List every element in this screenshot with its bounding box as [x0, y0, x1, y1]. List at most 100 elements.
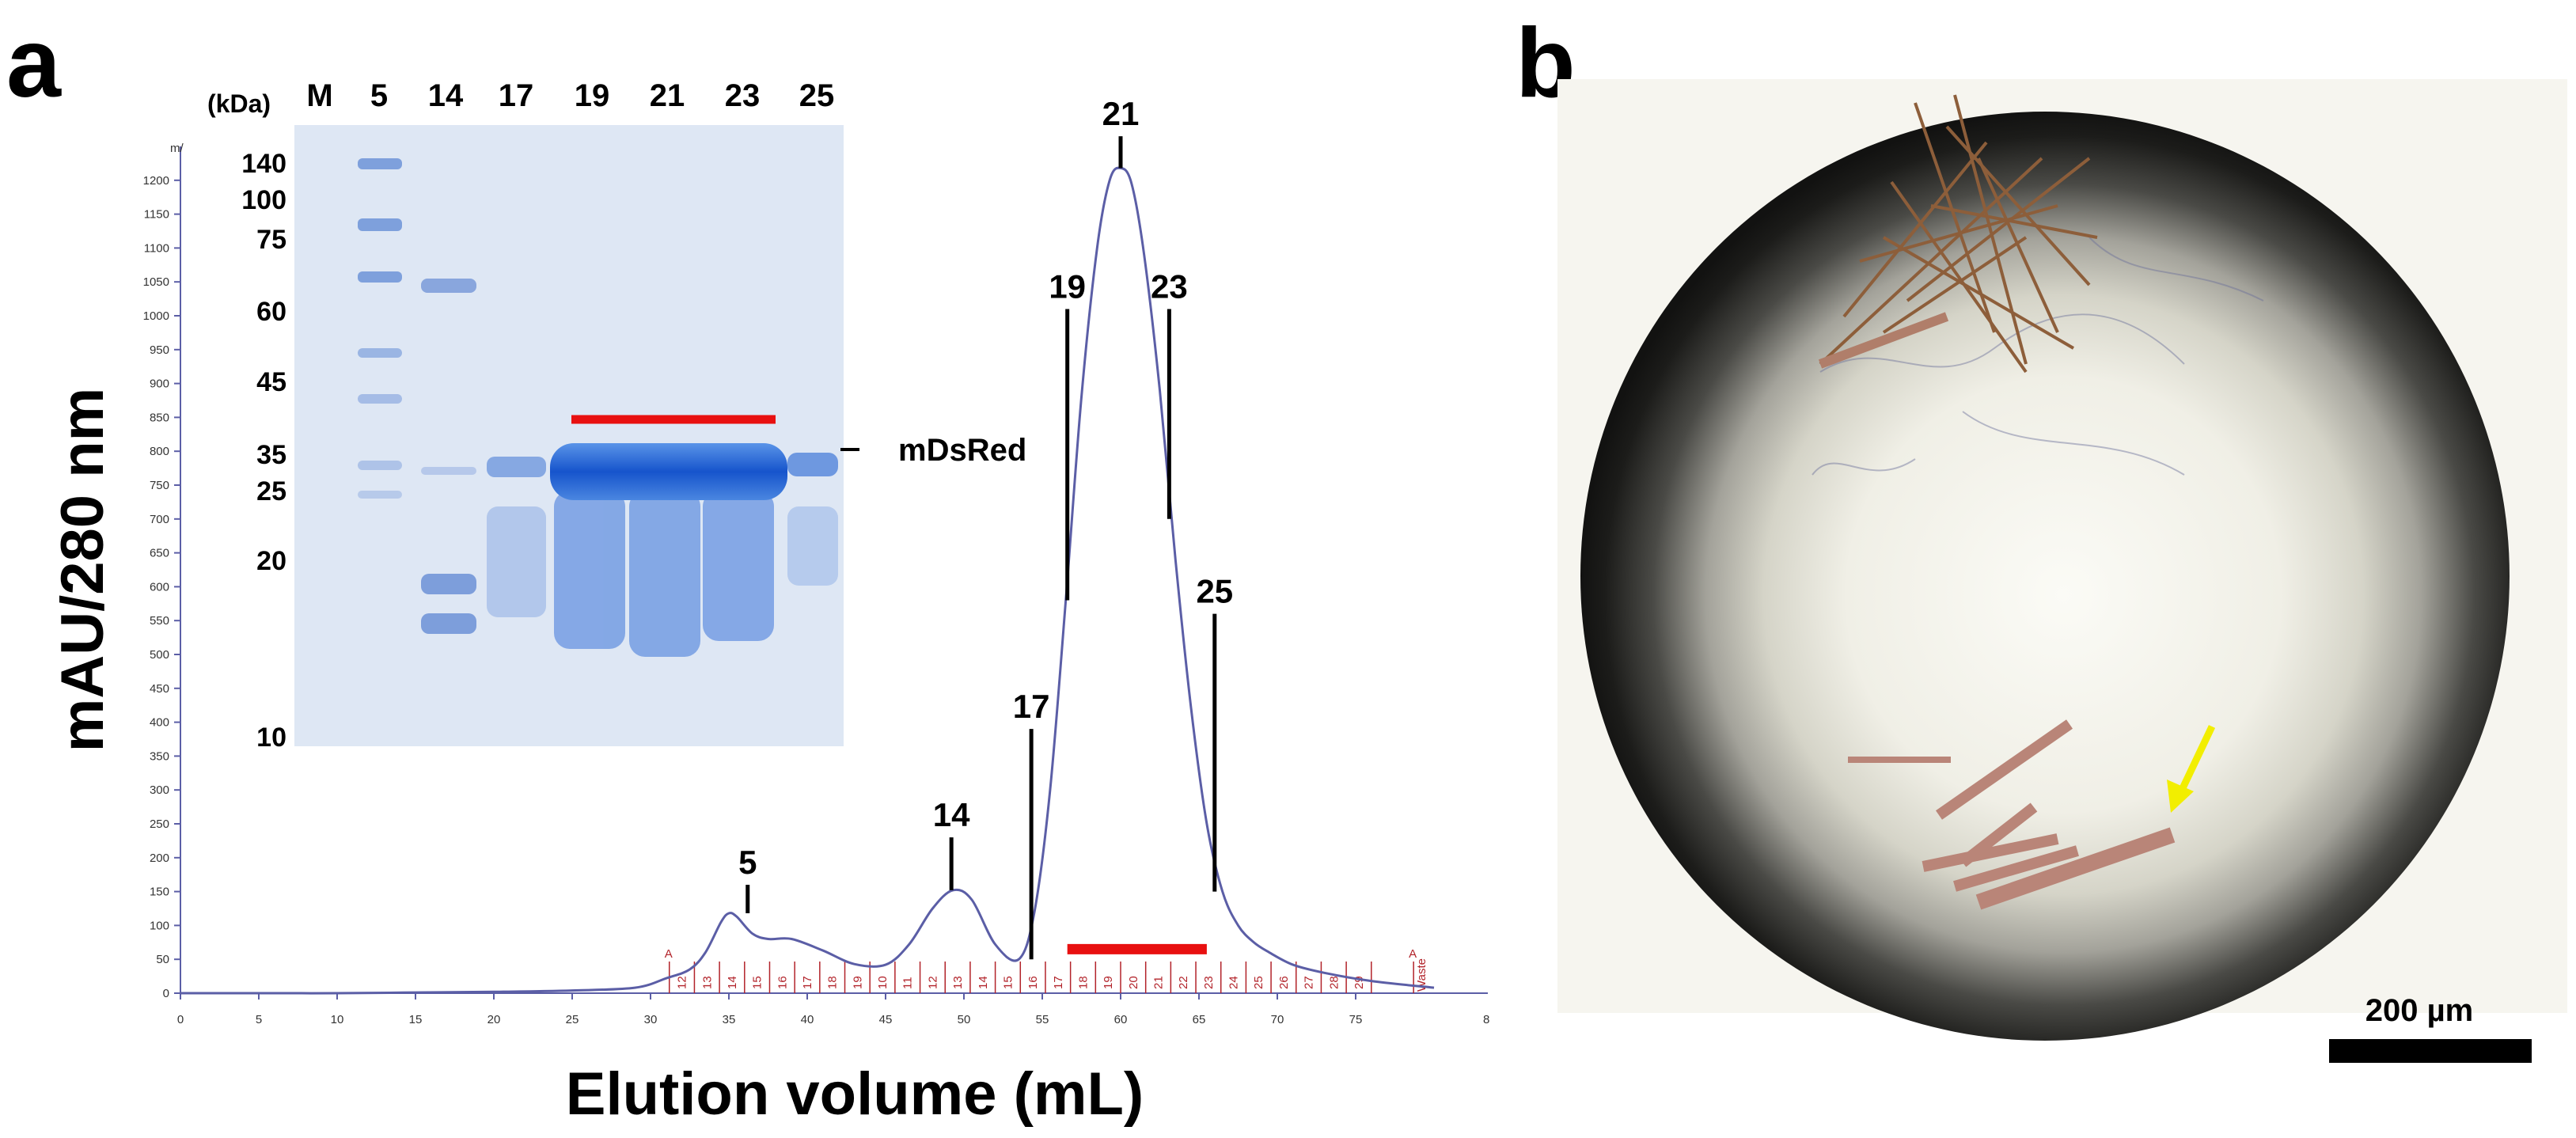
fraction-end-marker: A [1409, 947, 1417, 961]
y-tick-label: 100 [150, 919, 169, 932]
fraction-label: 17 [1052, 976, 1065, 989]
x-tick-label: 15 [409, 1013, 423, 1026]
yellow-arrow-icon [2167, 725, 2216, 813]
y-tick-label: 350 [150, 749, 169, 763]
x-tick-label: 25 [566, 1013, 579, 1026]
x-ticks: 0 5 10 15 20 25 30 35 40 45 50 55 60 65 70 75 [177, 993, 1363, 1026]
fraction-label: 22 [1177, 976, 1190, 989]
y-tick-label: 450 [150, 682, 169, 696]
fraction-start-marker: A [665, 947, 673, 961]
large-needle-crystal [1818, 312, 1949, 369]
gel-lane-label: 19 [575, 78, 610, 113]
fraction-label: 24 [1227, 976, 1241, 989]
lane-14-bands [421, 279, 476, 634]
x-tick-label: 55 [1036, 1013, 1049, 1026]
x-tick-label: 30 [644, 1013, 658, 1026]
x-axis-title: Elution volume (mL) [566, 1060, 1144, 1128]
x-tick-label: 75 [1349, 1013, 1363, 1026]
gel-marker-label: 25 [256, 476, 286, 506]
y-tick-label: 700 [150, 513, 169, 526]
y-tick-label: 1000 [143, 309, 169, 323]
y-tick-label: 950 [150, 343, 169, 357]
fraction-label: 15 [751, 976, 764, 989]
y-tick-label: 150 [150, 886, 169, 899]
y-tick-label: 50 [156, 953, 169, 966]
peak-label: 14 [933, 796, 970, 833]
ladder-lane [358, 158, 402, 499]
fraction-label: 12 [926, 976, 939, 989]
peak-label: 5 [738, 844, 757, 881]
gel-marker-labels: 140 100 75 60 45 35 25 20 10 [241, 149, 286, 753]
scale-bar-label: 200 µm [2365, 993, 2473, 1028]
fraction-label: 28 [1327, 976, 1341, 989]
gel-lane-label: 17 [499, 78, 534, 113]
gel-lane-label: 5 [370, 78, 388, 113]
y-tick-label: 850 [150, 411, 169, 424]
y-tick-label: 300 [150, 783, 169, 797]
fraction-label: 10 [876, 976, 890, 989]
lanes-19-23-smear [554, 491, 774, 657]
gel-marker-label: 100 [241, 185, 286, 215]
fraction-label: 21 [1152, 976, 1166, 989]
fraction-label: 19 [1102, 976, 1115, 989]
crystal-photo: 200 µm [1557, 79, 2567, 1063]
sds-page-gel-inset: (kDa) M 5 14 17 19 21 23 25 1401007560453525201… [207, 78, 1026, 753]
y-tick-label: 650 [150, 547, 169, 560]
fraction-label: 16 [776, 976, 789, 989]
fraction-label: 23 [1202, 976, 1216, 989]
fraction-label: 13 [700, 976, 714, 989]
gel-marker-label: 10 [256, 723, 286, 753]
y-axis-title: mAU/280 nm [49, 388, 116, 752]
gel-marker-label: 20 [256, 546, 286, 576]
gel-marker-label: 35 [256, 440, 286, 470]
y-tick-label: 500 [150, 648, 169, 662]
x-tick-label: 60 [1114, 1013, 1128, 1026]
gel-lane-label: 23 [725, 78, 761, 113]
peak-annotations: 5 14 17 19 21 23 25 [738, 95, 1233, 960]
scale-bar [2329, 1039, 2532, 1063]
y-tick-label: 1150 [144, 208, 169, 222]
y-tick-label: 0 [163, 987, 169, 1000]
gel-marker-label: 60 [256, 297, 286, 327]
y-ticks: 0 50 100 150 200 250 300 350 400 450 500 550 600 650 7… [143, 174, 180, 1000]
fraction-label: 19 [851, 976, 864, 989]
gel-lane-labels: M 5 14 17 19 21 23 25 [306, 78, 834, 113]
fraction-label: 18 [1076, 976, 1090, 989]
fraction-label: 16 [1026, 976, 1040, 989]
peak-label: 21 [1102, 95, 1140, 132]
y-tick-label: 400 [150, 716, 169, 730]
y-tick-label: 1100 [144, 241, 169, 255]
y-tick-label: 600 [150, 580, 169, 594]
y-tick-label: 800 [150, 445, 169, 458]
crystallization-drop [1580, 112, 2510, 1041]
needle-crystal-cluster [1819, 94, 2098, 374]
fraction-label: 13 [951, 976, 965, 989]
x-tick-label: 5 [256, 1013, 262, 1026]
x-tick-label: 50 [958, 1013, 971, 1026]
chromatogram: m/ 0501001502002503003504004505005506006… [143, 95, 1490, 1026]
x-axis-tail-label: 8 [1483, 1013, 1489, 1026]
x-tick-label: 20 [488, 1013, 501, 1026]
x-tick-label: 40 [801, 1013, 814, 1026]
gel-lane-label: M [306, 78, 332, 113]
peak-label: 25 [1196, 573, 1233, 610]
gel-unit-label: (kDa) [207, 89, 271, 118]
peak-label: 23 [1151, 267, 1188, 305]
y-tick-label: 1050 [143, 275, 169, 289]
fraction-label: 15 [1001, 976, 1015, 989]
drop-wrinkle-lines [1812, 237, 2264, 476]
peak-label: 19 [1049, 267, 1086, 305]
y-tick-label: 1200 [143, 174, 169, 188]
x-tick-label: 45 [879, 1013, 893, 1026]
fraction-label: 17 [801, 976, 814, 989]
fraction-label: 12 [676, 976, 689, 989]
fraction-label: 25 [1252, 976, 1265, 989]
fraction-label: 20 [1127, 976, 1140, 989]
gel-marker-label: 45 [256, 367, 286, 397]
mdsred-band [550, 443, 787, 500]
y-tick-label: 250 [150, 817, 169, 831]
fraction-label: 14 [726, 976, 739, 989]
peak-label: 17 [1013, 688, 1050, 725]
panel-letter-a: a [6, 9, 62, 118]
